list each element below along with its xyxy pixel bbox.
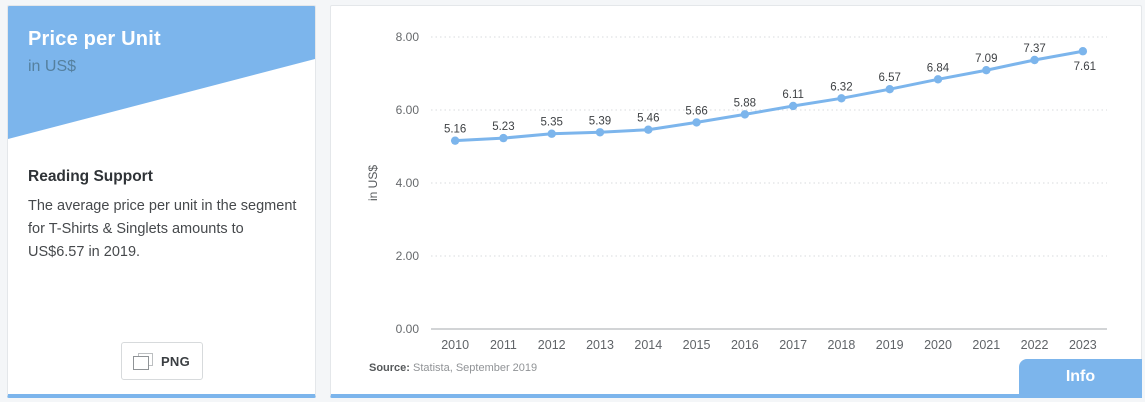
summary-card: Price per Unit in US$ Reading Support Th… (7, 5, 316, 398)
svg-text:6.00: 6.00 (396, 103, 420, 117)
svg-text:8.00: 8.00 (396, 30, 420, 44)
reading-support: Reading Support The average price per un… (28, 168, 297, 264)
svg-text:2010: 2010 (441, 338, 469, 352)
svg-text:5.46: 5.46 (637, 113, 659, 125)
svg-text:5.88: 5.88 (734, 97, 756, 109)
download-png-button[interactable]: PNG (120, 342, 203, 380)
svg-text:2012: 2012 (538, 338, 566, 352)
info-button-label: Info (1065, 368, 1096, 385)
svg-text:2020: 2020 (924, 338, 952, 352)
svg-text:0.00: 0.00 (396, 322, 420, 336)
summary-card-header: Price per Unit in US$ (8, 6, 315, 139)
svg-text:2016: 2016 (731, 338, 759, 352)
svg-text:2013: 2013 (586, 338, 614, 352)
svg-text:2018: 2018 (828, 338, 856, 352)
svg-text:7.61: 7.61 (1074, 61, 1096, 73)
svg-text:5.35: 5.35 (541, 117, 563, 129)
svg-text:7.37: 7.37 (1023, 43, 1045, 55)
svg-text:6.84: 6.84 (927, 62, 950, 74)
reading-support-title: Reading Support (28, 168, 153, 185)
image-icon (132, 352, 153, 370)
svg-text:7.09: 7.09 (975, 53, 997, 65)
svg-text:6.32: 6.32 (830, 81, 852, 93)
svg-text:2011: 2011 (490, 338, 517, 352)
svg-text:5.66: 5.66 (685, 105, 707, 117)
svg-text:6.57: 6.57 (879, 72, 901, 84)
price-line-chart[interactable]: 0.00 2.00 4.00 6.00 8.00 in US$ 2010 2011 2012 20… (331, 6, 1141, 364)
svg-text:2017: 2017 (779, 338, 807, 352)
svg-text:in US$: in US$ (366, 165, 380, 201)
svg-text:2015: 2015 (683, 338, 711, 352)
svg-text:6.11: 6.11 (782, 89, 804, 101)
svg-text:5.39: 5.39 (589, 115, 611, 127)
page-subtitle: in US$ (28, 58, 77, 75)
svg-text:2022: 2022 (1021, 338, 1049, 352)
svg-text:5.16: 5.16 (444, 124, 466, 136)
source: Source: Statista, September 2019 (369, 362, 537, 374)
page-title: Price per Unit (28, 28, 161, 50)
svg-text:4.00: 4.00 (396, 176, 420, 190)
svg-text:2.00: 2.00 (396, 249, 420, 263)
info-button[interactable]: Info (1019, 359, 1142, 398)
svg-text:2023: 2023 (1069, 338, 1097, 352)
reading-support-text: The average price per unit in the segmen… (28, 198, 297, 260)
source-label: Source: (369, 362, 410, 374)
chart-card: 0.00 2.00 4.00 6.00 8.00 in US$ 2010 2011 2012 20… (330, 5, 1142, 398)
svg-text:2021: 2021 (972, 338, 1000, 352)
source-text: Statista, September 2019 (409, 362, 538, 374)
svg-text:2014: 2014 (634, 338, 662, 352)
download-png-label: PNG (160, 353, 191, 369)
svg-text:5.23: 5.23 (492, 121, 514, 133)
svg-text:2019: 2019 (876, 338, 904, 352)
